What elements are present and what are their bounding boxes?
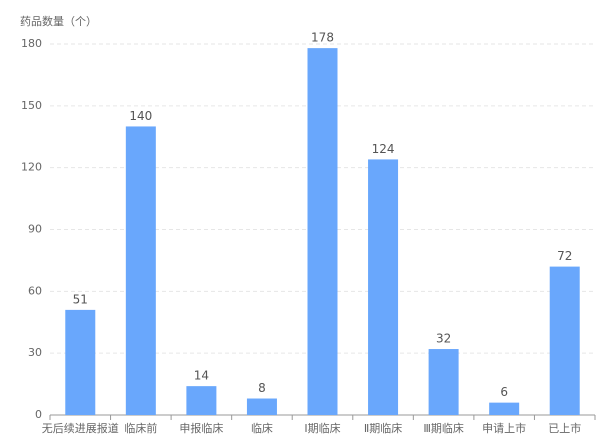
- bar: [549, 266, 580, 415]
- y-tick-label: 120: [21, 161, 42, 174]
- bar: [489, 402, 520, 415]
- x-tick-label: Ⅰ期临床: [304, 421, 340, 435]
- y-tick-label: 180: [21, 37, 42, 50]
- x-tick-label: 已上市: [548, 421, 581, 435]
- bar: [368, 159, 399, 415]
- value-label: 140: [129, 109, 152, 123]
- x-tick-label: Ⅲ期临床: [423, 421, 464, 435]
- value-label: 51: [73, 292, 88, 306]
- x-tick-label: 临床: [251, 421, 273, 435]
- x-tick-label: 申请上市: [482, 421, 526, 435]
- bar: [246, 398, 277, 415]
- y-axis-label: 药品数量（个）: [20, 15, 97, 28]
- x-tick-label: 临床前: [124, 421, 157, 435]
- bar: [428, 349, 459, 415]
- y-tick-label: 90: [28, 223, 42, 236]
- y-tick-label: 150: [21, 99, 42, 112]
- value-label: 8: [258, 381, 266, 395]
- value-label: 32: [436, 332, 451, 346]
- value-label: 178: [311, 31, 334, 45]
- value-label: 72: [557, 249, 572, 263]
- bar: [186, 386, 217, 415]
- value-label: 6: [500, 385, 508, 399]
- x-tick-label: 无后续进展报道: [42, 421, 119, 435]
- y-tick-label: 0: [35, 408, 42, 421]
- value-label: 14: [194, 369, 209, 383]
- value-label: 124: [372, 142, 395, 156]
- bar: [307, 48, 338, 415]
- y-tick-label: 60: [28, 284, 42, 297]
- x-tick-label: 申报临床: [179, 421, 223, 435]
- y-tick-label: 30: [28, 346, 42, 359]
- bar: [65, 309, 96, 415]
- bar: [125, 126, 156, 415]
- x-tick-label: Ⅱ期临床: [364, 421, 402, 435]
